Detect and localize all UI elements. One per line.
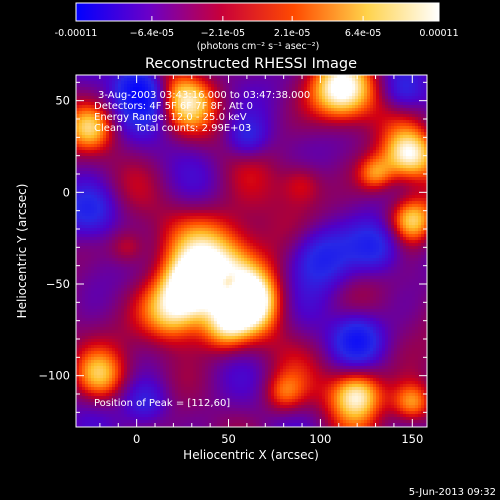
colorbar-tick-label: −2.1e-05 — [201, 28, 245, 39]
colorbar-tick-label: 6.4e-05 — [345, 28, 381, 39]
colorbar-frame — [75, 2, 440, 22]
y-tick-label: −50 — [46, 277, 70, 291]
colorbar-tick-label: -0.00011 — [55, 28, 98, 39]
x-tick-label: 50 — [221, 432, 236, 446]
annotation-peak: Position of Peak = [112,60] — [94, 398, 230, 409]
x-tick-label: 0 — [133, 432, 140, 446]
footer-date: 5-Jun-2013 09:32 — [409, 487, 496, 498]
x-tick-label: 150 — [401, 432, 423, 446]
y-axis-label: Heliocentric Y (arcsec) — [15, 184, 29, 319]
axis-ticks: 0 50 100 150 50 0 −50 −100 — [38, 75, 427, 446]
y-tick-label: 50 — [55, 94, 70, 108]
chart-title: Reconstructed RHESSI Image — [145, 56, 357, 72]
colorbar-unit-label: (photons cm⁻² s⁻¹ asec⁻²) — [197, 41, 320, 52]
colorbar-tick-label: 0.00011 — [419, 28, 458, 39]
colorbar-tick-label: 2.1e-05 — [274, 28, 310, 39]
y-tick-label: −100 — [38, 369, 70, 383]
annotation-energy: Energy Range: 12.0 - 25.0 keV — [94, 112, 247, 123]
x-tick-label: 100 — [309, 432, 331, 446]
annotation-time-range: 3-Aug-2003 03:43:16.000 to 03:47:38.000 — [98, 90, 310, 101]
x-axis-label: Heliocentric X (arcsec) — [183, 448, 319, 462]
colorbar — [76, 3, 439, 21]
plot-frame — [75, 74, 428, 428]
annotation-method-counts: Clean Total counts: 2.99E+03 — [94, 123, 251, 134]
colorbar-tick-label: −6.4e-05 — [130, 28, 174, 39]
heatmap-image — [76, 75, 427, 427]
colorbar-ticks: -0.00011 −6.4e-05 −2.1e-05 2.1e-05 6.4e-05 0.… — [55, 16, 459, 39]
y-tick-label: 0 — [63, 185, 70, 199]
annotation-detectors: Detectors: 4F 5F 6F 7F 8F, Att 0 — [94, 101, 253, 112]
